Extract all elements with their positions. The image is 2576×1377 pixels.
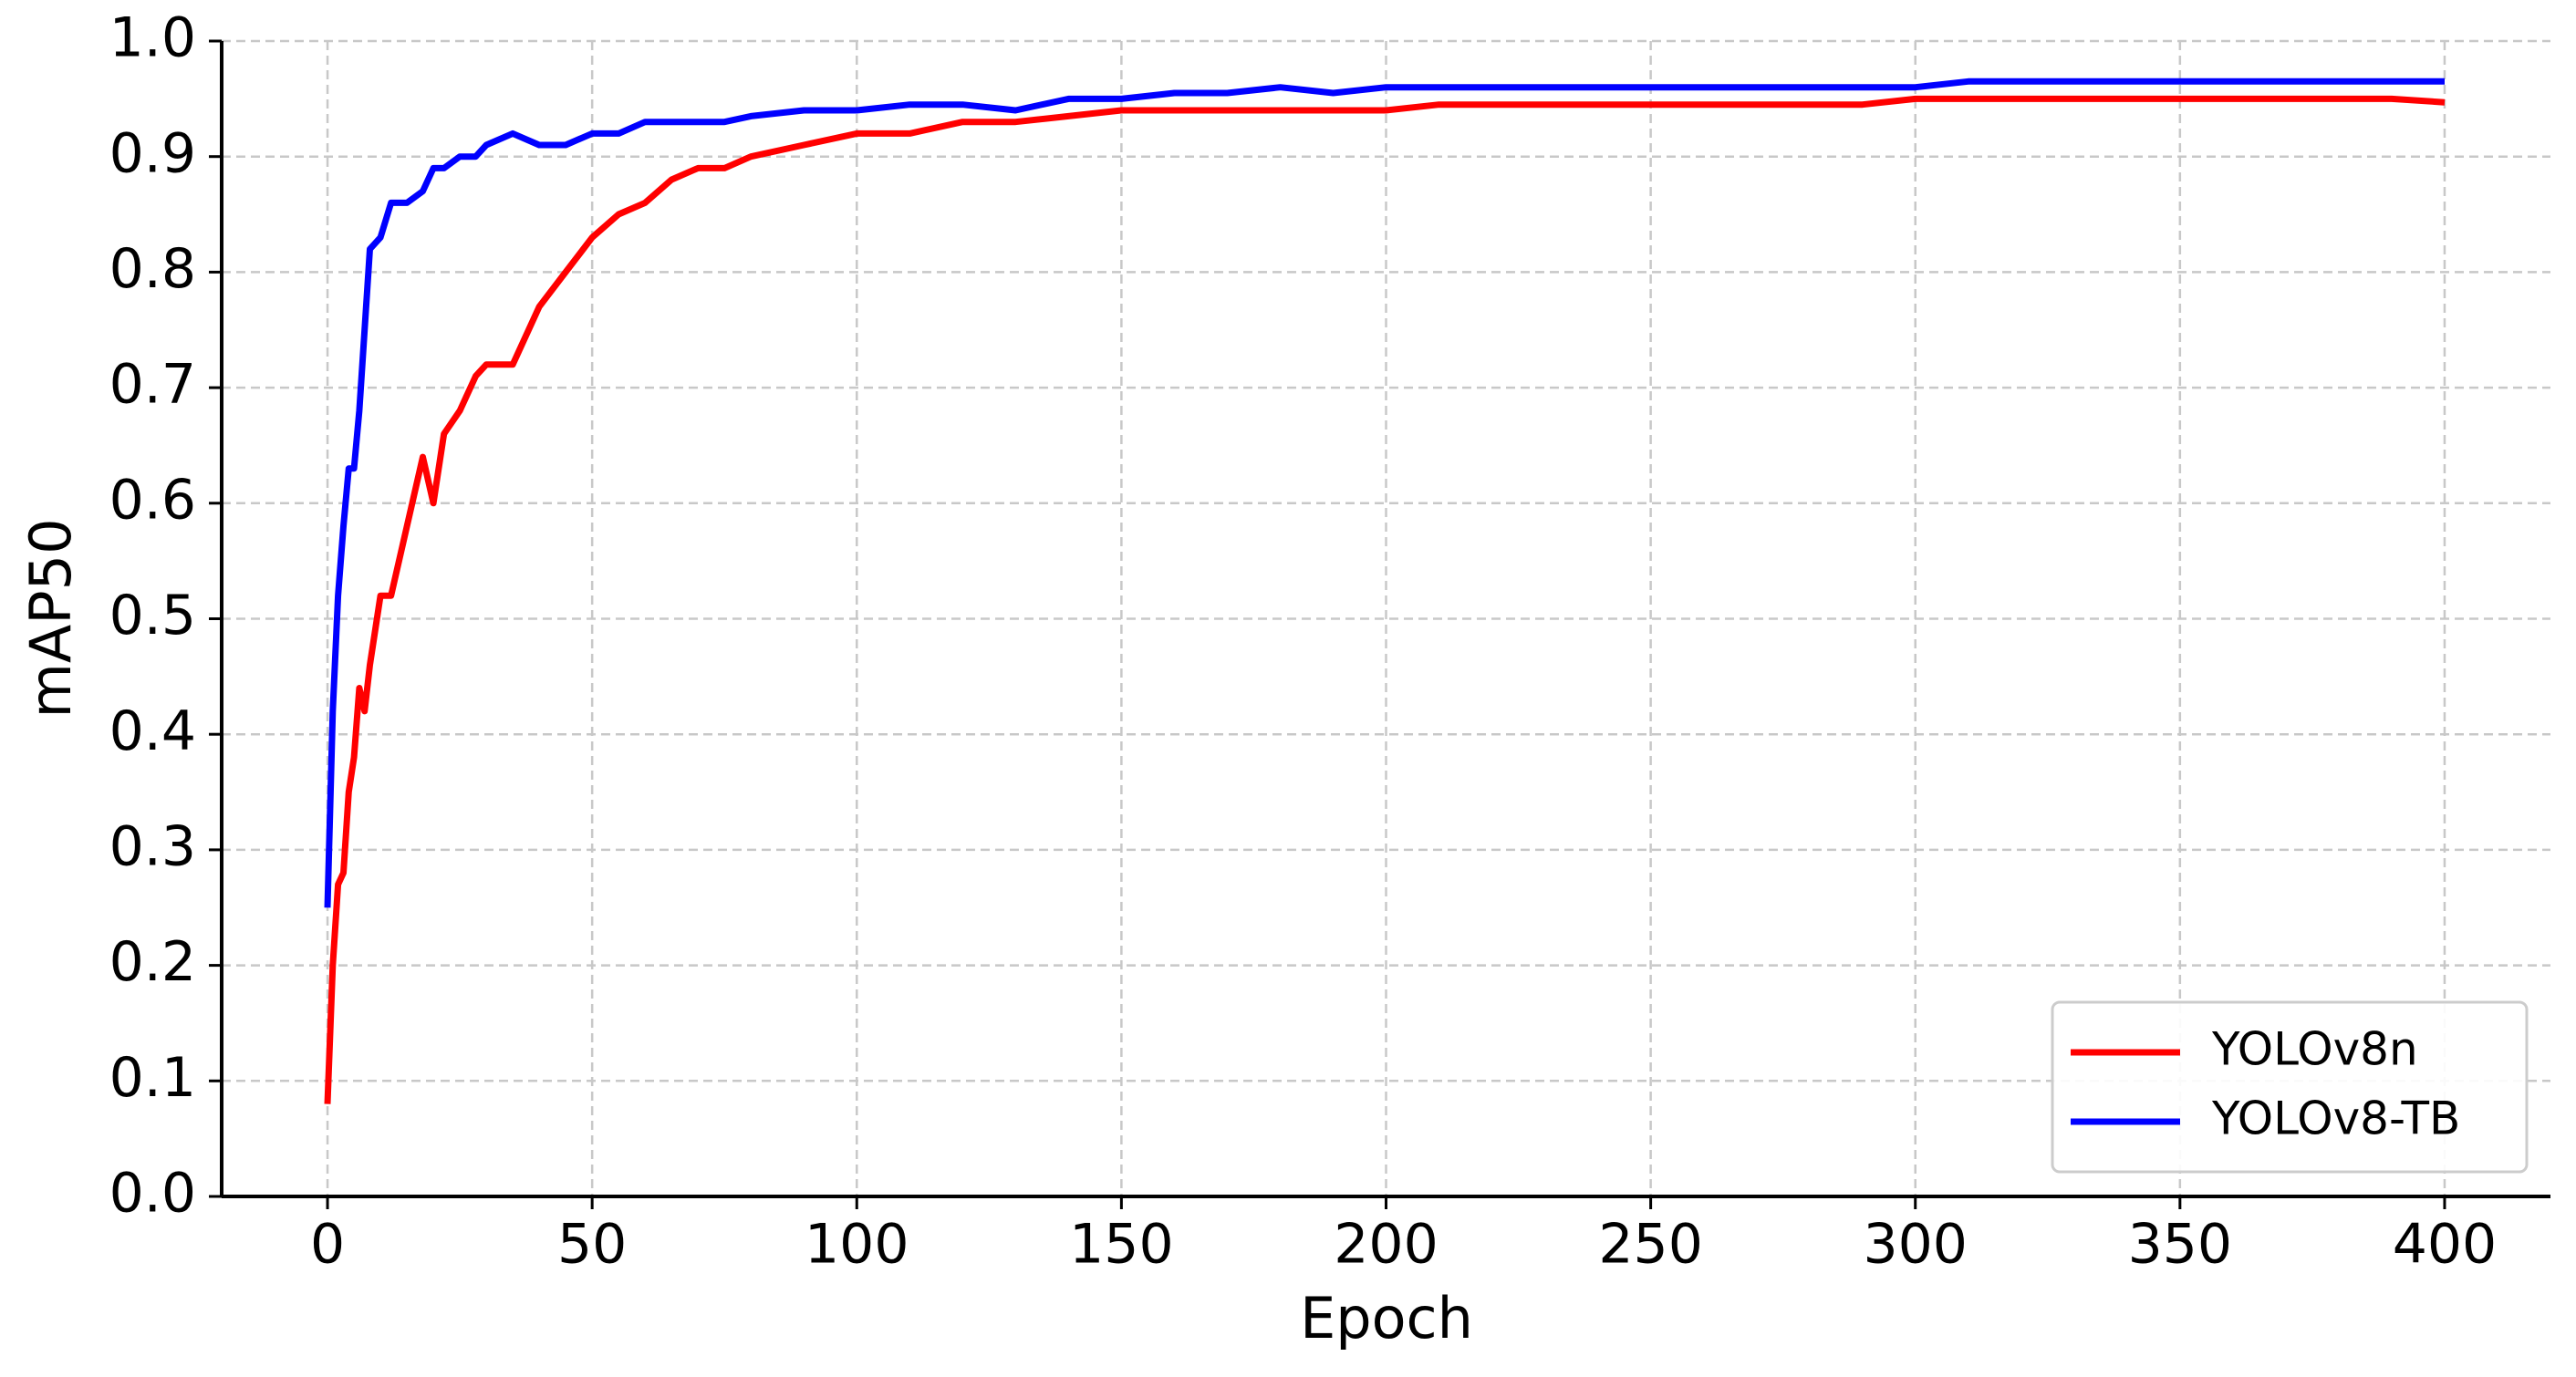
x-axis-label: Epoch <box>1300 1285 1473 1351</box>
y-axis-label: mAP50 <box>17 518 84 718</box>
x-tick-label: 150 <box>1069 1213 1174 1277</box>
y-tick-label: 0.3 <box>109 814 196 878</box>
legend-label: YOLOv8n <box>2211 1023 2418 1076</box>
y-tick-label: 0.7 <box>109 353 196 417</box>
x-tick-label: 250 <box>1598 1213 1703 1277</box>
series-line <box>324 95 2446 1104</box>
y-tick-label: 0.4 <box>109 699 196 763</box>
x-tick-label: 50 <box>557 1213 627 1277</box>
legend-box <box>2051 1000 2529 1174</box>
x-tick-label: 200 <box>1334 1213 1439 1277</box>
x-tick-label: 100 <box>805 1213 909 1277</box>
y-tick-label: 1.0 <box>109 6 196 70</box>
x-tick-label: 400 <box>2393 1213 2498 1277</box>
x-tick-label: 350 <box>2128 1213 2233 1277</box>
legend-label: YOLOv8-TB <box>2211 1092 2460 1145</box>
y-tick-label: 0.8 <box>109 237 196 301</box>
x-tick-label: 300 <box>1863 1213 1968 1277</box>
y-tick-label: 0.2 <box>109 930 196 994</box>
y-tick-label: 0.6 <box>109 468 196 532</box>
y-tick-label: 0.1 <box>109 1046 196 1110</box>
y-tick-label: 0.5 <box>109 584 196 647</box>
series-line <box>324 78 2445 908</box>
y-tick-label: 0.9 <box>109 121 196 185</box>
y-tick-label: 0.0 <box>109 1162 196 1226</box>
x-tick-label: 0 <box>310 1213 345 1277</box>
